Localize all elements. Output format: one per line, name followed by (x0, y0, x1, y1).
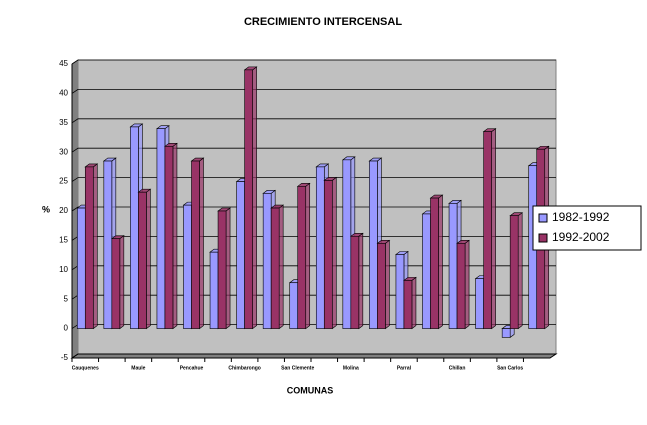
bar (84, 166, 94, 329)
x-tick-label: San Carlos (497, 365, 523, 371)
bar-side (252, 66, 257, 330)
bar-side (199, 157, 204, 330)
grid-line (71, 353, 556, 359)
bar (111, 238, 121, 329)
x-axis-title: COMUNAS (287, 385, 334, 395)
bar (130, 126, 139, 329)
bar-side (119, 235, 125, 330)
bar (448, 203, 458, 329)
bar (422, 213, 431, 329)
y-tick-label: 10 (59, 265, 68, 274)
chart-title: CRECIMIENTO INTERCENSAL (244, 16, 402, 28)
bar-side (385, 239, 390, 330)
bar-side (146, 188, 151, 330)
bar (403, 280, 413, 329)
bar (315, 166, 325, 329)
y-tick-label: 0 (64, 324, 69, 333)
bar (369, 160, 378, 329)
legend-label: 1982-1992 (552, 210, 610, 224)
grid-line (71, 89, 556, 94)
grid-line (71, 147, 556, 153)
bar (483, 131, 492, 329)
bar-side (411, 276, 417, 330)
x-tick-label: Chillan (449, 365, 466, 371)
bar-side (358, 232, 364, 330)
x-tick-label: San Clemente (281, 365, 314, 371)
legend-label: 1992-2002 (552, 230, 610, 244)
bar (297, 186, 307, 329)
bar-side (438, 194, 443, 330)
y-tick-label: 35 (59, 118, 68, 127)
floor (70, 353, 558, 359)
legend-box (532, 205, 642, 251)
bar (456, 243, 466, 329)
bar-side (517, 212, 523, 330)
legend-swatch (538, 233, 548, 243)
grid-line (71, 59, 556, 65)
y-tick-label: 40 (59, 89, 68, 98)
bar (138, 191, 147, 329)
bar (236, 181, 245, 329)
bar (509, 215, 519, 329)
y-tick-label: 5 (64, 294, 69, 303)
bar (430, 197, 439, 329)
y-tick-label: 15 (59, 236, 68, 245)
y-tick-label: 30 (59, 147, 68, 156)
bar (350, 235, 360, 329)
bar-side (331, 176, 337, 330)
y-axis-title: % (42, 204, 50, 214)
legend-swatch (538, 213, 548, 223)
grid-line (71, 118, 556, 124)
bar (103, 160, 113, 329)
bar (342, 159, 352, 329)
bar-side (172, 142, 178, 330)
bar (289, 282, 299, 329)
grid-line (71, 206, 556, 212)
y-tick-label: 45 (59, 59, 68, 68)
x-tick-label: Pencahue (180, 365, 204, 371)
bar (395, 254, 405, 329)
x-tick-label: Molina (343, 365, 359, 371)
x-tick-label: Maule (131, 365, 145, 371)
x-tick-label: Cauquenes (72, 365, 99, 371)
bar-side (305, 182, 311, 330)
bar-side (464, 239, 470, 330)
bar-side (491, 128, 496, 330)
bar (501, 328, 511, 338)
grid-line (71, 177, 556, 182)
y-tick-label: -5 (61, 353, 69, 362)
x-tick-label: Chimbarongo (228, 365, 261, 371)
bar (475, 278, 484, 329)
y-tick-label: 25 (59, 177, 68, 186)
bar (244, 69, 253, 329)
bar-side (225, 207, 231, 330)
bar (377, 243, 386, 329)
x-tick-label: Parral (397, 365, 412, 371)
bar (209, 251, 219, 329)
bar (156, 128, 166, 329)
y-tick-label: 20 (59, 206, 68, 215)
bar (323, 180, 333, 329)
bar (164, 146, 174, 329)
bar (76, 207, 86, 329)
bar (217, 210, 227, 329)
bar (191, 160, 200, 329)
bar-side (278, 204, 284, 330)
bar-side (92, 163, 98, 330)
bar (262, 193, 272, 329)
bar (270, 207, 280, 329)
bar (183, 204, 192, 329)
